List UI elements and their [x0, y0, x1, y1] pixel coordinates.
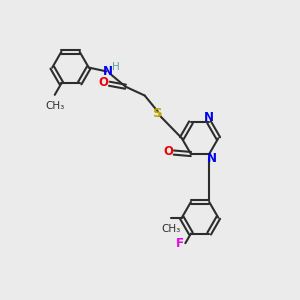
Text: CH₃: CH₃: [161, 224, 180, 234]
Text: F: F: [176, 237, 184, 250]
Text: H: H: [112, 62, 120, 72]
Text: S: S: [153, 107, 163, 120]
Text: N: N: [204, 112, 214, 124]
Text: O: O: [98, 76, 109, 89]
Text: O: O: [163, 145, 173, 158]
Text: N: N: [207, 152, 217, 165]
Text: N: N: [103, 65, 113, 79]
Text: CH₃: CH₃: [45, 101, 64, 111]
